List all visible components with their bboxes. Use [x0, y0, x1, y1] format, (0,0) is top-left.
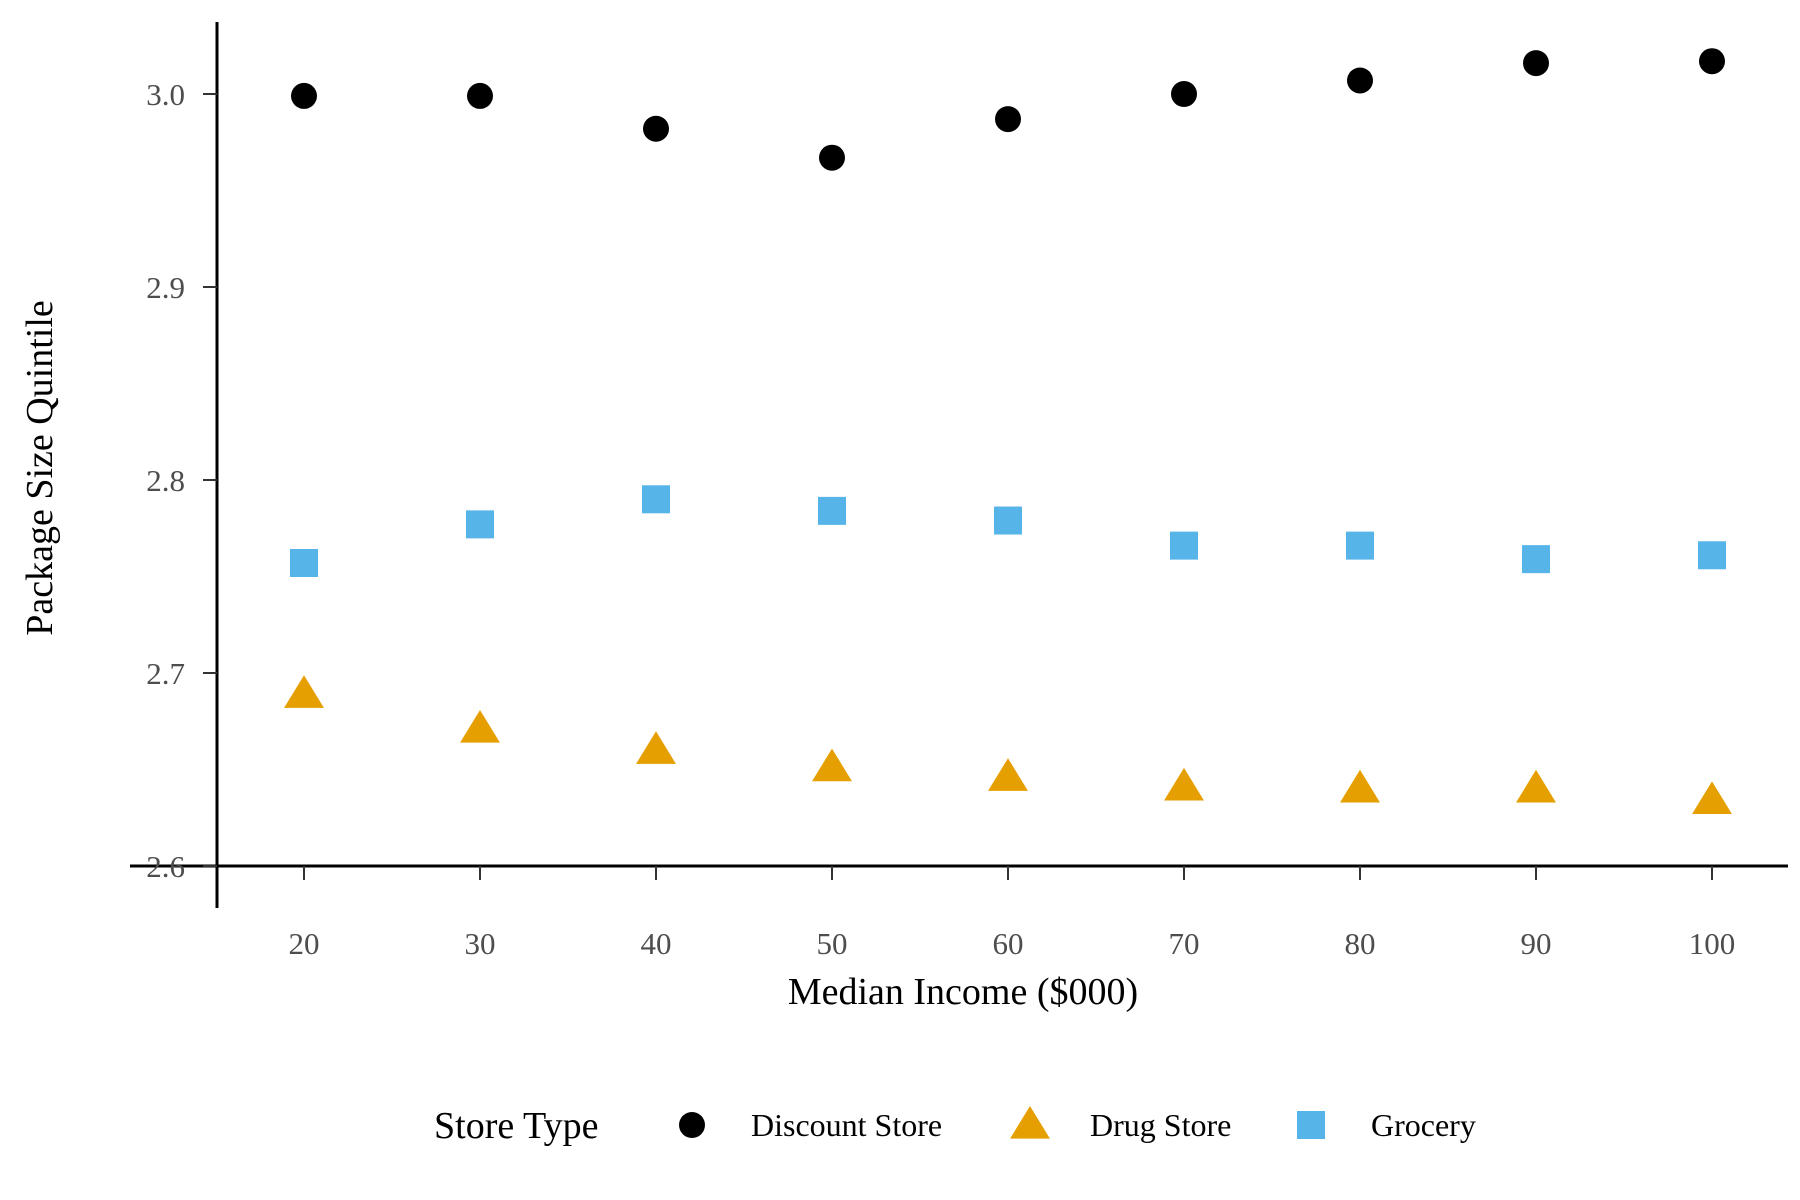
- legend-marker: [679, 1112, 705, 1138]
- data-point: [1516, 769, 1556, 803]
- plot-area: [284, 48, 1732, 815]
- data-point: [642, 485, 670, 514]
- x-axis-ticks: 20 30 40 50 60 70 80 90 100: [289, 866, 1736, 961]
- x-axis-title: Median Income ($000): [788, 971, 1138, 1013]
- legend-marker: [1297, 1111, 1325, 1139]
- x-tick-label: 90: [1521, 926, 1552, 961]
- data-point: [290, 548, 318, 577]
- data-point: [466, 510, 494, 539]
- x-tick-label: 60: [993, 926, 1024, 961]
- data-point: [1692, 781, 1732, 815]
- data-point: [1522, 545, 1550, 574]
- y-tick-label: 2.7: [146, 656, 185, 691]
- x-tick-label: 20: [289, 926, 320, 961]
- data-point: [467, 82, 493, 109]
- series-drug-store: [284, 675, 1732, 815]
- y-tick-label: 2.8: [146, 463, 185, 498]
- x-tick-label: 80: [1345, 926, 1376, 961]
- legend-label: Discount Store: [751, 1107, 942, 1143]
- x-tick-label: 50: [817, 926, 848, 961]
- legend-item: Grocery: [1297, 1107, 1476, 1143]
- x-tick-label: 70: [1169, 926, 1200, 961]
- data-point: [1699, 48, 1725, 75]
- legend-label: Grocery: [1371, 1107, 1476, 1143]
- data-point: [994, 506, 1022, 535]
- y-tick-label: 3.0: [146, 77, 185, 112]
- series-grocery: [290, 485, 1726, 577]
- data-point: [1698, 541, 1726, 570]
- y-tick-label: 2.9: [146, 270, 185, 305]
- legend-label: Drug Store: [1090, 1107, 1231, 1143]
- x-tick-label: 100: [1689, 926, 1736, 961]
- legend-marker: [1010, 1106, 1050, 1139]
- x-tick-label: 30: [465, 926, 496, 961]
- legend-title: Store Type: [434, 1105, 598, 1147]
- data-point: [643, 115, 669, 142]
- data-point: [636, 731, 676, 764]
- data-point: [1523, 50, 1549, 77]
- data-point: [1164, 767, 1204, 801]
- data-point: [1340, 769, 1380, 803]
- y-tick-label: 2.6: [146, 849, 185, 884]
- data-point: [1346, 531, 1374, 560]
- legend-item: Discount Store: [679, 1107, 942, 1143]
- data-point: [819, 144, 845, 171]
- data-point: [460, 709, 500, 743]
- y-axis-ticks: 2.6 2.7 2.8 2.9 3.0: [146, 77, 217, 884]
- data-point: [995, 106, 1021, 133]
- legend-item: Drug Store: [1010, 1106, 1231, 1143]
- data-point: [284, 675, 324, 708]
- series-discount-store: [291, 48, 1725, 171]
- data-point: [1171, 81, 1197, 107]
- data-point: [818, 496, 846, 525]
- x-tick-label: 40: [641, 926, 672, 961]
- data-point: [812, 748, 852, 782]
- legend: Store Type Discount Store Drug Store Groce…: [434, 1105, 1476, 1147]
- y-axis-title: Package Size Quintile: [19, 300, 61, 636]
- data-point: [1347, 67, 1373, 94]
- data-point: [1170, 531, 1198, 560]
- legend-items: Discount Store Drug Store Grocery: [679, 1106, 1476, 1143]
- data-point: [291, 82, 317, 109]
- data-point: [988, 758, 1028, 791]
